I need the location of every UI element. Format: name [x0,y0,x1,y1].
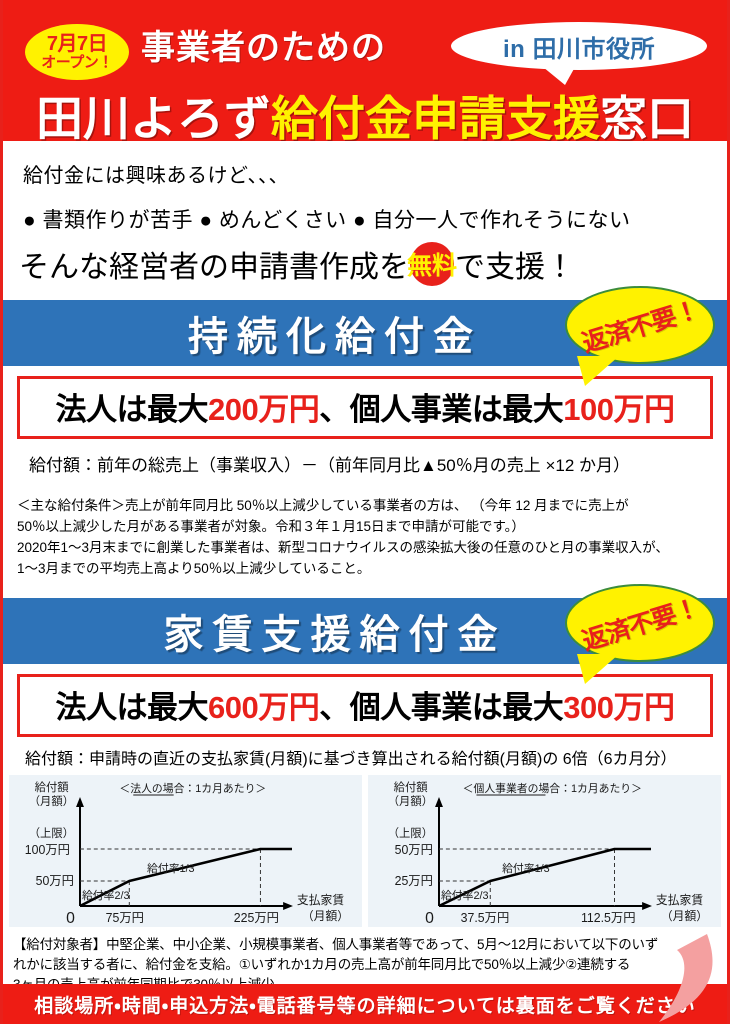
chart1-xtick-1: 37.5万円 [461,911,510,925]
section2-amount-label-2: 、個人事業は最大 [319,689,564,725]
chart1-rate-high: 給付率1/3 [502,862,550,875]
eligibility-line-1: 【給付対象者】中堅企業、中小企業、小規模事業者、個人事業者等であって、5月～12… [13,936,659,952]
chart0-cap-label: （上限） [29,827,74,840]
section2-amount-value-2: 300万円 [563,689,675,725]
section1-condition-line-2: 50％以上減少した月がある事業者が対象。令和３年１月15日まで申請が可能です。） [17,518,525,534]
chart0-xtick-1: 75万円 [106,911,144,925]
section2-formula: 給付額：申請時の直近の支払家賃(月額)に基づき算出される給付額(月額)の 6倍（… [25,750,677,768]
title-part-3: 窓口 [600,92,694,141]
chart0-rate-high: 給付率1/3 [147,862,195,875]
chart1-cap-label: （上限） [388,827,433,840]
chart0-xlabel-2: （月額） [302,909,349,923]
header-tagline: 事業者のための [141,29,386,67]
section1-amount-value-2: 100万円 [563,392,675,427]
chart1-xlabel-2: （月額） [661,909,708,923]
open-date-badge: 7月7日 オープン！ [25,24,129,80]
section2-no-repay-label: 返済不要！ [579,593,703,656]
chart0-rate-low: 給付率2/3 [82,889,130,902]
chart1-ytick-2: 50万円 [395,843,433,857]
section2-amount-label-1: 法人は最大 [55,689,209,725]
title-part-2: 給付金申請支援 [271,92,600,141]
section1-no-repay-label: 返済不要！ [579,295,703,358]
free-badge: 無料 [407,242,457,286]
location-label: in 田川市役所 [503,35,655,63]
open-date-line1: 7月7日 [46,32,108,55]
chart0-ytick-2: 100万円 [25,843,70,857]
chart-sole-proprietor: ＜個人事業者の場合：1カ月あたり＞ 給付額 （月額） （上限） 50万円 25万… [368,774,721,927]
chart0-ylabel-2: （月額） [29,794,74,808]
section2-no-repay-bubble: 返済不要！ [565,583,715,684]
intro-headline: そんな経営者の申請書作成を 無料 で支援！ [19,242,711,286]
chart1-rate-low: 給付率2/3 [441,889,489,902]
section1-formula: 給付額：前年の総売上（事業収入）－（前年同月比▲50％月の売上 ×12 か月） [29,456,631,475]
section2-title: 家賃支援給付金 [163,612,507,657]
page-title: 田川よろず給付金申請支援窓口 [3,80,727,141]
section2-amount-value-1: 600万円 [208,689,320,725]
chart-corporation: ＜法人の場合：1カ月あたり＞ 給付額 （月額） （上限） 100万円 50万円 [9,774,362,927]
intro-section: 給付金には興味あるけど、、、 ● 書類作りが苦手 ● めんどくさい ● 自分一人… [3,141,727,286]
section1-amount-label-1: 法人は最大 [55,392,209,427]
chart1-title: ＜個人事業者の場合：1カ月あたり＞ [463,782,642,795]
section1-title: 持続化給付金 [188,315,482,359]
section1-banner: 持続化給付金 返済不要！ [3,286,727,386]
intro-headline-prefix: そんな経営者の申請書作成を [19,251,409,284]
footer-banner: 相談場所・時間・申込方法・電話番号等の詳細については裏面をご覧ください [3,984,727,1024]
section1-condition-line-4: 1～3月までの平均売上高より50％以上減少していること。 [17,560,371,576]
chart0-ytick-1: 50万円 [36,874,74,888]
section2-amount-box: 法人は最大600万円、個人事業は最大300万円 [17,673,713,737]
intro-lead-text: 給付金には興味あるけど、、、 [23,165,289,187]
intro-headline-suffix: で支援！ [455,251,575,284]
chart1-xtick-2: 112.5万円 [581,911,636,925]
chart1-ytick-1: 25万円 [395,874,433,888]
section1-amount-label-2: 、個人事業は最大 [319,392,564,427]
chart1-ylabel-1: 給付額 [394,780,429,794]
footer-text: 相談場所・時間・申込方法・電話番号等の詳細については裏面をご覧ください [34,995,696,1017]
section1-condition-line-3: 2020年1～3月末までに創業した事業者は、新型コロナウイルスの感染拡大後の任意… [17,539,669,555]
section2-banner: 家賃支援給付金 返済不要！ [3,583,727,684]
chart0-ylabel-1: 給付額 [35,780,70,794]
chart1-ylabel-2: （月額） [388,794,433,808]
benefit-charts: ＜法人の場合：1カ月あたり＞ 給付額 （月額） （上限） 100万円 50万円 [9,774,721,927]
location-speech-bubble: in 田川市役所 [451,22,707,85]
chart1-origin: 0 [425,910,434,927]
section1-amount-value-1: 200万円 [208,392,320,427]
open-date-line2: オープン！ [41,53,113,71]
section1-conditions: ＜主な給付条件＞売上が前年同月比 50％以上減少している事業者の方は、 （今年 … [17,496,713,580]
section1-no-repay-bubble: 返済不要！ [565,286,715,386]
title-part-1: 田川よろず [36,92,271,141]
section1-amount-box: 法人は最大200万円、個人事業は最大100万円 [17,376,713,439]
chart0-xtick-2: 225万円 [234,911,279,925]
chart0-title: ＜法人の場合：1カ月あたり＞ [119,782,266,795]
chart1-xlabel-1: 支払家賃 [656,893,703,907]
header-banner: 7月7日 オープン！ 事業者のための in 田川市役所 田川よろず給付金申請支援… [3,0,727,141]
intro-bullet-list: ● 書類作りが苦手 ● めんどくさい ● 自分一人で作れそうにない [23,209,631,232]
eligibility-line-2: れかに該当する者に、給付金を支給。①いずれか1カ月の売上高が前年同月比で50％以… [13,956,631,972]
chart0-origin: 0 [66,910,75,927]
chart0-xlabel-1: 支払家賃 [297,893,344,907]
section1-condition-line-1: ＜主な給付条件＞売上が前年同月比 50％以上減少している事業者の方は、 （今年 … [17,498,629,513]
